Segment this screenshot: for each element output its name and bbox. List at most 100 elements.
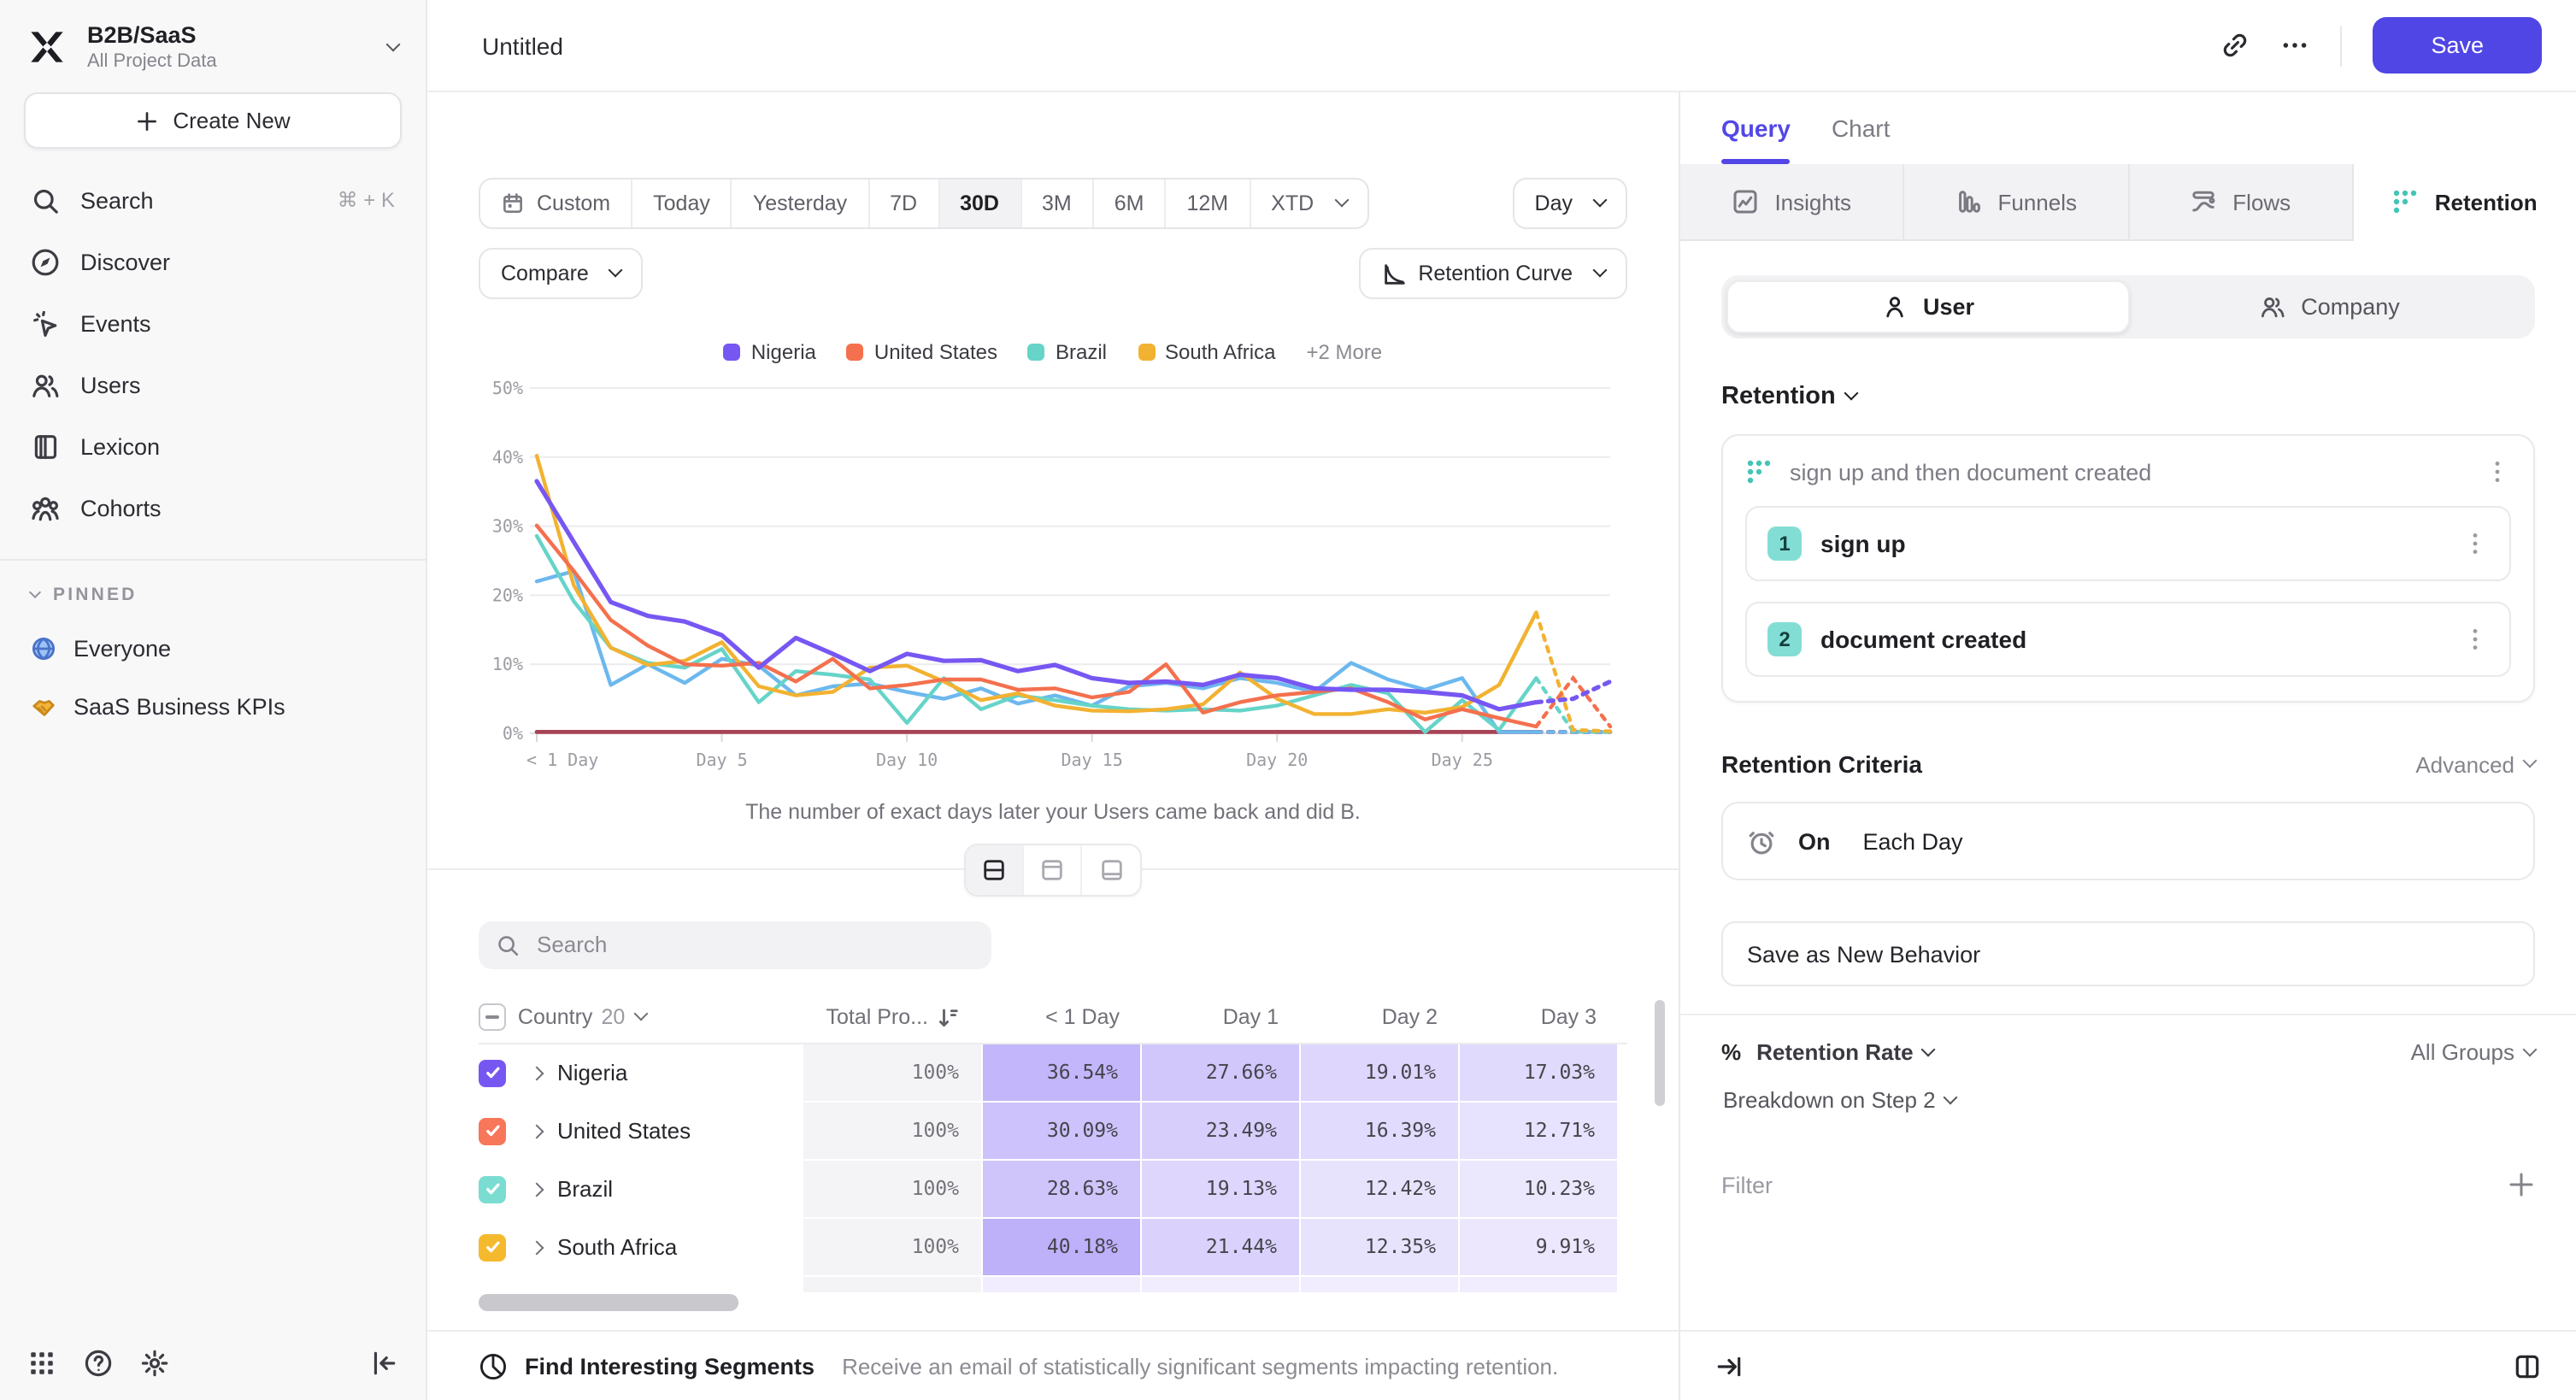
layout-toggle-split-view[interactable] (966, 845, 1024, 895)
legend-item-nigeria[interactable]: Nigeria (723, 340, 816, 364)
row-checkbox[interactable] (479, 1175, 506, 1203)
row-checkbox[interactable] (479, 1117, 506, 1145)
chevron-right-icon[interactable] (529, 1181, 544, 1197)
report-title[interactable]: Untitled (482, 32, 563, 59)
legend-item-south-africa[interactable]: South Africa (1138, 340, 1275, 364)
table-row-united-states[interactable]: United States 100% 30.09% 23.49% 16.39% 12.71… (479, 1102, 1627, 1161)
table-row-nigeria[interactable]: Nigeria 100% 36.54% 27.66% 19.01% 17.03% (479, 1044, 1627, 1103)
date-range-yesterday[interactable]: Yesterday (732, 179, 870, 227)
retention-criteria-row[interactable]: On Each Day (1721, 802, 2535, 880)
legend-swatch (1138, 344, 1155, 361)
value-cell (1301, 1276, 1460, 1294)
create-new-button[interactable]: Create New (24, 92, 402, 149)
sidebar-item-cohorts[interactable]: Cohorts (0, 477, 426, 538)
report-tab-flows[interactable]: Flows (2129, 164, 2354, 241)
table-row-south-africa[interactable]: South Africa 100% 40.18% 21.44% 12.35% 9.91% (479, 1218, 1627, 1277)
retention-rate-dropdown[interactable]: Retention Rate (1756, 1039, 1937, 1065)
chart-legend: Nigeria United States Brazil South Africa +2… (427, 340, 1679, 364)
project-switcher[interactable]: B2B/SaaS All Project Data (0, 0, 426, 89)
settings-icon[interactable] (140, 1349, 169, 1378)
report-tab-retention[interactable]: Retention (2353, 164, 2576, 241)
report-tab-funnels[interactable]: Funnels (1904, 164, 2129, 241)
pinned-item-saas-business-kpis[interactable]: SaaS Business KPIs (0, 677, 426, 735)
entity-toggle-company[interactable]: Company (2130, 280, 2530, 333)
granularity-dropdown[interactable]: Day (1512, 178, 1627, 229)
column-header-day-2[interactable]: Day 2 (1381, 1005, 1438, 1030)
add-filter-button[interactable] (2508, 1171, 2535, 1198)
chart-type-dropdown[interactable]: Retention Curve (1358, 248, 1627, 299)
chevron-down-icon (1944, 1089, 1959, 1104)
panel-columns-icon[interactable] (2513, 1351, 2542, 1380)
horizontal-scroll-thumb[interactable] (479, 1293, 738, 1311)
retention-section-header[interactable]: Retention (1721, 383, 2535, 410)
date-range-12m[interactable]: 12M (1167, 179, 1251, 227)
sidebar-item-users[interactable]: Users (0, 354, 426, 415)
legend-item-united-states[interactable]: United States (846, 340, 997, 364)
behavior-header[interactable]: sign up and then document created (1745, 458, 2511, 485)
date-range-xtd[interactable]: XTD (1250, 179, 1367, 227)
chevron-right-icon[interactable] (529, 1123, 544, 1138)
more-ellipsis-icon[interactable] (2280, 31, 2309, 60)
table-row-brazil[interactable]: Brazil 100% 28.63% 19.13% 12.42% 10.23% (479, 1160, 1627, 1219)
column-header--1-day[interactable]: < 1 Day (1045, 1005, 1120, 1030)
report-tab-insights[interactable]: Insights (1680, 164, 1905, 241)
date-range-6m[interactable]: 6M (1094, 179, 1167, 227)
create-new-label: Create New (173, 108, 291, 133)
save-button[interactable]: Save (2373, 17, 2542, 74)
chevron-right-icon[interactable] (529, 1239, 544, 1255)
save-as-new-behavior-button[interactable]: Save as New Behavior (1721, 921, 2535, 986)
date-range-7d[interactable]: 7D (869, 179, 940, 227)
date-range-3m[interactable]: 3M (1021, 179, 1094, 227)
behavior-step-2[interactable]: 2 document created (1745, 602, 2511, 677)
panel-divider (1680, 1014, 2576, 1015)
chevron-down-icon (1921, 1041, 1937, 1056)
tab-chart[interactable]: Chart (1831, 115, 1891, 142)
date-range-custom[interactable]: Custom (480, 179, 633, 227)
sidebar-item-search[interactable]: Search ⌘ + K (0, 169, 426, 231)
date-range-today[interactable]: Today (632, 179, 732, 227)
chevron-down-icon (1592, 192, 1608, 208)
compare-dropdown[interactable]: Compare (479, 248, 644, 299)
link-icon[interactable] (2220, 31, 2250, 60)
collapse-sidebar-icon[interactable] (369, 1349, 398, 1378)
advanced-dropdown[interactable]: Advanced (2415, 751, 2538, 777)
date-range-30d[interactable]: 30D (939, 179, 1021, 227)
pinned-item-everyone[interactable]: Everyone (0, 619, 426, 677)
layout-toggle-chart-only-view[interactable] (1024, 845, 1082, 895)
value-cell: 12.42% (1301, 1160, 1460, 1219)
help-icon[interactable] (84, 1349, 113, 1378)
table-vertical-scrollbar[interactable] (1655, 1000, 1665, 1106)
table-search-input[interactable] (533, 930, 974, 960)
retention-criteria-label: Retention Criteria (1721, 750, 1922, 778)
sidebar-item-events[interactable]: Events (0, 292, 426, 354)
legend-item-brazil[interactable]: Brazil (1027, 340, 1107, 364)
column-header-country[interactable]: Country 20 (479, 1003, 803, 1032)
column-header-day-1[interactable]: Day 1 (1222, 1005, 1279, 1030)
behavior-step-1[interactable]: 1 sign up (1745, 506, 2511, 581)
grid-apps-icon[interactable] (27, 1349, 56, 1378)
legend-more[interactable]: +2 More (1306, 340, 1383, 364)
value-cell: 40.18% (983, 1218, 1142, 1277)
entity-toggle-user[interactable]: User (1726, 280, 2130, 333)
kebab-menu-icon[interactable] (2484, 458, 2511, 485)
kebab-menu-icon[interactable] (2461, 530, 2489, 557)
pinned-section-header[interactable]: PINNED (0, 581, 426, 619)
table-search[interactable] (479, 921, 991, 969)
column-header-day-3[interactable]: Day 3 (1540, 1005, 1597, 1030)
cohorts-icon (31, 493, 60, 522)
select-all-checkbox[interactable] (479, 1003, 506, 1032)
tab-query[interactable]: Query (1721, 92, 1791, 164)
row-checkbox[interactable] (479, 1233, 506, 1262)
breakdown-dropdown[interactable]: Breakdown on Step 2 (1721, 1087, 2535, 1113)
layout-toggle-table-only-view[interactable] (1082, 845, 1140, 895)
retention-curve-chart[interactable]: 0% 10% 20% 30% 40% 50% < 1 Day Day 5 Day 10 Day 1… (472, 371, 1626, 785)
skip-to-end-icon[interactable] (1714, 1351, 1744, 1380)
kebab-menu-icon[interactable] (2461, 626, 2489, 653)
all-groups-dropdown[interactable]: All Groups (2411, 1039, 2538, 1065)
row-checkbox[interactable] (479, 1059, 506, 1087)
sidebar-item-lexicon[interactable]: Lexicon (0, 415, 426, 477)
column-header-total[interactable]: Total Pro... (803, 1005, 983, 1031)
sidebar-item-discover[interactable]: Discover (0, 231, 426, 292)
find-segments-link[interactable]: Find Interesting Segments (525, 1353, 815, 1379)
chevron-right-icon[interactable] (529, 1065, 544, 1080)
